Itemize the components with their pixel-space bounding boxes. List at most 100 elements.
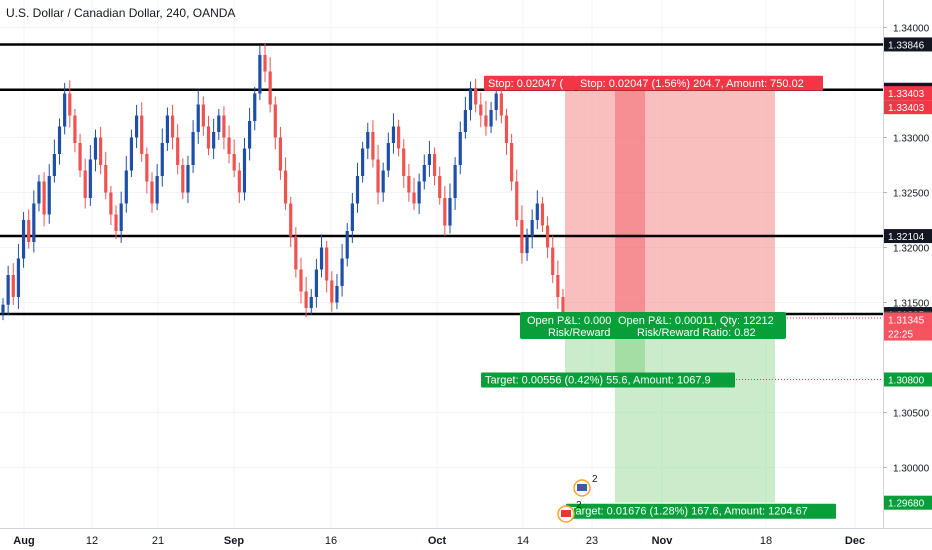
candle	[32, 203, 36, 242]
price-badge-bg	[884, 326, 932, 341]
event-flag-count: 2	[576, 500, 582, 511]
candle	[309, 297, 313, 308]
chart-title: U.S. Dollar / Canadian Dollar, 240, OAND…	[6, 6, 236, 20]
price-badge[interactable]: 1.32104	[888, 232, 925, 243]
candle	[27, 220, 31, 242]
target-label-1[interactable]: Target: 0.00556 (0.42%) 55.6, Amount: 10…	[485, 375, 711, 387]
event-flag-count: 2	[592, 474, 598, 485]
event-flags[interactable]: 22	[557, 474, 598, 523]
price-badge-bg	[884, 37, 932, 52]
candle	[422, 165, 426, 182]
price-badge[interactable]: 1.31345	[888, 316, 925, 327]
x-tick-label: Oct	[428, 535, 447, 547]
y-tick-label: 1.32500	[893, 189, 930, 200]
candle	[510, 143, 514, 182]
candle	[299, 269, 303, 292]
candle	[217, 115, 221, 132]
candle	[263, 55, 267, 72]
candle	[304, 291, 308, 308]
candle	[155, 176, 159, 204]
price-badge[interactable]: 1.30800	[888, 376, 925, 387]
candle	[535, 203, 539, 220]
candle	[294, 236, 298, 270]
rr-label-clipped[interactable]: Risk/Reward	[548, 327, 610, 339]
candle	[366, 132, 370, 149]
price-badge[interactable]: 1.33403	[888, 89, 925, 100]
candle	[6, 275, 10, 305]
candle	[165, 115, 170, 143]
candle	[540, 203, 545, 226]
candle	[319, 247, 324, 270]
candle	[530, 220, 534, 237]
candle	[73, 115, 77, 143]
candle	[407, 176, 411, 193]
candle	[345, 231, 349, 259]
candle	[355, 176, 360, 204]
x-tick-label: Nov	[652, 535, 674, 547]
candle	[114, 214, 118, 231]
time-axis[interactable]: Aug 12 21 Sep 16 Oct 14 23 Nov 18 Dec	[0, 528, 932, 548]
candle	[232, 154, 236, 171]
candle	[201, 104, 205, 127]
x-tick-label: 23	[586, 535, 598, 547]
price-badge[interactable]: 1.29680	[888, 499, 925, 510]
candle	[463, 110, 467, 132]
candle	[181, 165, 185, 193]
candle	[438, 176, 442, 198]
candle	[83, 170, 87, 198]
x-tick-label: Dec	[845, 535, 865, 547]
price-badge-bg	[884, 100, 932, 115]
price-badge-bg	[884, 229, 932, 244]
price-badge-bg	[884, 86, 932, 101]
candle	[515, 181, 519, 220]
candle	[248, 121, 252, 149]
candle	[402, 148, 406, 176]
candle	[206, 126, 211, 149]
candle	[314, 269, 318, 297]
y-tick-label: 1.34000	[893, 24, 930, 35]
pnl-label[interactable]: Open P&L: 0.00011, Qty: 12212	[618, 315, 774, 327]
stop-label[interactable]: Stop: 0.02047 (1.56%) 204.7, Amount: 750…	[580, 78, 804, 90]
x-tick-label: Sep	[224, 535, 244, 547]
y-tick-label: 1.32000	[893, 244, 930, 255]
x-tick-label: 21	[152, 535, 164, 547]
candle	[427, 154, 432, 165]
pnl-label-clipped[interactable]: Open P&L: 0.000	[527, 315, 611, 327]
candle	[545, 225, 550, 248]
price-badge[interactable]: 1.33846	[888, 40, 925, 51]
candle	[16, 258, 21, 297]
price-axis[interactable]: 1.34000 1.33000 1.32500 1.32000 1.31500 1.305…	[883, 0, 932, 550]
rr-label[interactable]: Risk/Reward Ratio: 0.82	[637, 327, 756, 339]
candle	[57, 126, 62, 154]
candle	[381, 170, 385, 193]
candle	[140, 115, 144, 154]
candle	[68, 93, 72, 116]
stop-label-clipped[interactable]: Stop: 0.02047 (	[488, 78, 564, 90]
candle	[42, 181, 46, 215]
candle	[432, 154, 437, 176]
candle	[494, 93, 498, 110]
candle	[371, 132, 375, 160]
candle	[443, 198, 447, 226]
candle	[222, 115, 226, 138]
candle	[78, 143, 82, 171]
candle	[176, 137, 180, 165]
candle	[474, 88, 478, 105]
candle	[391, 126, 396, 143]
candle	[484, 115, 488, 127]
candle	[88, 159, 92, 198]
candle	[258, 55, 262, 94]
target-label-2[interactable]: Target: 0.01676 (1.28%) 167.6, Amount: 1…	[570, 506, 808, 518]
candle	[186, 165, 190, 193]
x-tick-label: 12	[86, 535, 98, 547]
candle	[489, 110, 493, 127]
candle	[52, 154, 56, 176]
price-badge-bg	[884, 495, 932, 510]
position-labels[interactable]: Stop: 0.02047 ( Stop: 0.02047 (1.56%) 204…	[481, 75, 836, 519]
target-label-2-bg	[566, 503, 836, 519]
target-label-1-bg	[481, 372, 735, 388]
price-badge[interactable]: 1.33403	[888, 103, 925, 114]
price-badge[interactable]: 22:25	[888, 330, 913, 341]
flag-icon	[577, 484, 587, 491]
